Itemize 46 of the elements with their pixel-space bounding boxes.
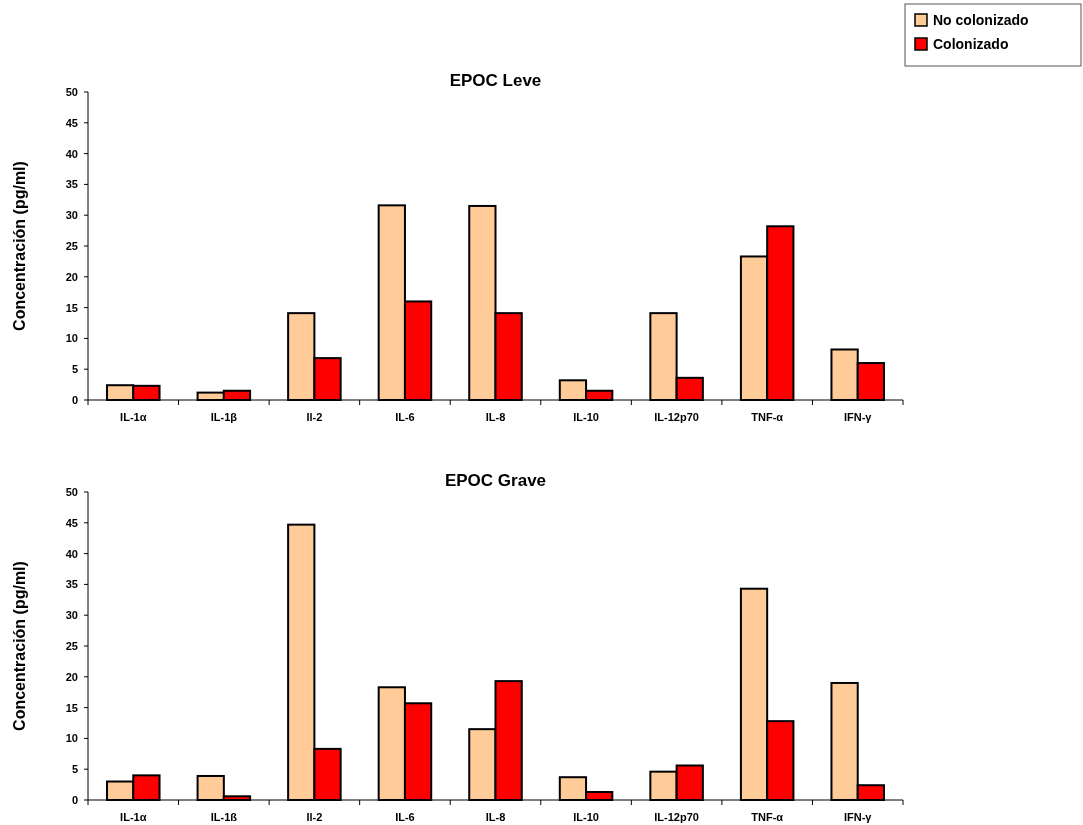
y-tick-label: 30 bbox=[65, 609, 78, 622]
y-tick-label: 50 bbox=[65, 486, 78, 498]
y-tick-label: 25 bbox=[65, 640, 78, 652]
x-tick-label: IL-12p70 bbox=[654, 411, 699, 423]
y-tick-label: 35 bbox=[65, 578, 78, 591]
y-tick-label: 40 bbox=[65, 547, 78, 560]
x-tick-label: IL-12p70 bbox=[654, 811, 699, 823]
y-tick-label: 45 bbox=[65, 516, 78, 529]
x-tick-label: IL-8 bbox=[485, 411, 506, 423]
x-tick-label: Il-2 bbox=[306, 411, 323, 423]
chart-title: EPOC Grave bbox=[444, 471, 547, 490]
y-tick-label: 15 bbox=[65, 701, 78, 714]
y-tick-label: 5 bbox=[71, 763, 78, 776]
legend-label: No colonizado bbox=[933, 12, 1029, 28]
x-tick-label: TNF-α bbox=[751, 411, 784, 423]
y-tick-label: 45 bbox=[65, 116, 78, 129]
y-tick-label: 0 bbox=[71, 794, 78, 806]
x-tick-label: IL-6 bbox=[395, 811, 415, 823]
y-tick-label: 10 bbox=[65, 332, 78, 345]
x-tick-label: IL-1β bbox=[210, 411, 238, 423]
y-tick-label: 5 bbox=[71, 363, 78, 376]
x-tick-label: IL-1ß bbox=[210, 811, 238, 823]
chart-title: EPOC Leve bbox=[449, 71, 542, 90]
y-tick-label: 15 bbox=[65, 301, 78, 314]
x-tick-label: TNF-α bbox=[751, 811, 784, 823]
y-tick-label: 10 bbox=[65, 732, 78, 745]
y-tick-label: 30 bbox=[65, 209, 78, 222]
x-tick-label: IFN-γ bbox=[843, 811, 873, 823]
x-tick-label: IL-1α bbox=[120, 411, 147, 423]
x-tick-label: IL-8 bbox=[485, 811, 506, 823]
x-tick-label: IL-6 bbox=[395, 411, 415, 423]
x-tick-label: IL-10 bbox=[573, 411, 599, 423]
x-tick-label: Il-2 bbox=[306, 811, 323, 823]
y-tick-label: 35 bbox=[65, 178, 78, 191]
y-tick-label: 25 bbox=[65, 240, 78, 252]
y-tick-label: 0 bbox=[71, 394, 78, 406]
y-tick-label: 20 bbox=[65, 670, 78, 683]
x-tick-label: IFN-γ bbox=[843, 411, 873, 423]
y-tick-label: 50 bbox=[65, 86, 78, 98]
legend-label: Colonizado bbox=[933, 36, 1009, 52]
y-axis-title: Concentración (pg/ml) bbox=[11, 161, 28, 331]
y-tick-label: 20 bbox=[65, 270, 78, 283]
y-tick-label: 40 bbox=[65, 147, 78, 160]
x-tick-label: IL-10 bbox=[573, 811, 599, 823]
x-tick-label: IL-1α bbox=[120, 811, 147, 823]
y-axis-title: Concentración (pg/ml) bbox=[11, 561, 28, 731]
